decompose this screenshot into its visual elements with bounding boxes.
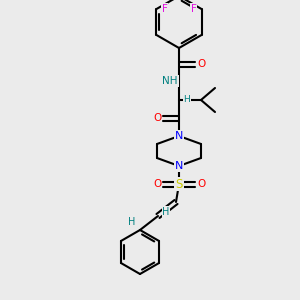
Text: S: S <box>175 178 183 190</box>
Text: H: H <box>162 207 170 217</box>
Text: N: N <box>175 131 183 141</box>
Text: O: O <box>153 113 161 123</box>
Text: H: H <box>128 217 136 227</box>
Text: F: F <box>190 4 196 14</box>
Text: O: O <box>197 59 205 69</box>
Text: NH: NH <box>162 76 178 86</box>
Text: O: O <box>153 179 161 189</box>
Text: N: N <box>175 161 183 171</box>
Text: F: F <box>161 4 167 14</box>
Text: O: O <box>197 179 205 189</box>
Text: H: H <box>184 95 190 104</box>
